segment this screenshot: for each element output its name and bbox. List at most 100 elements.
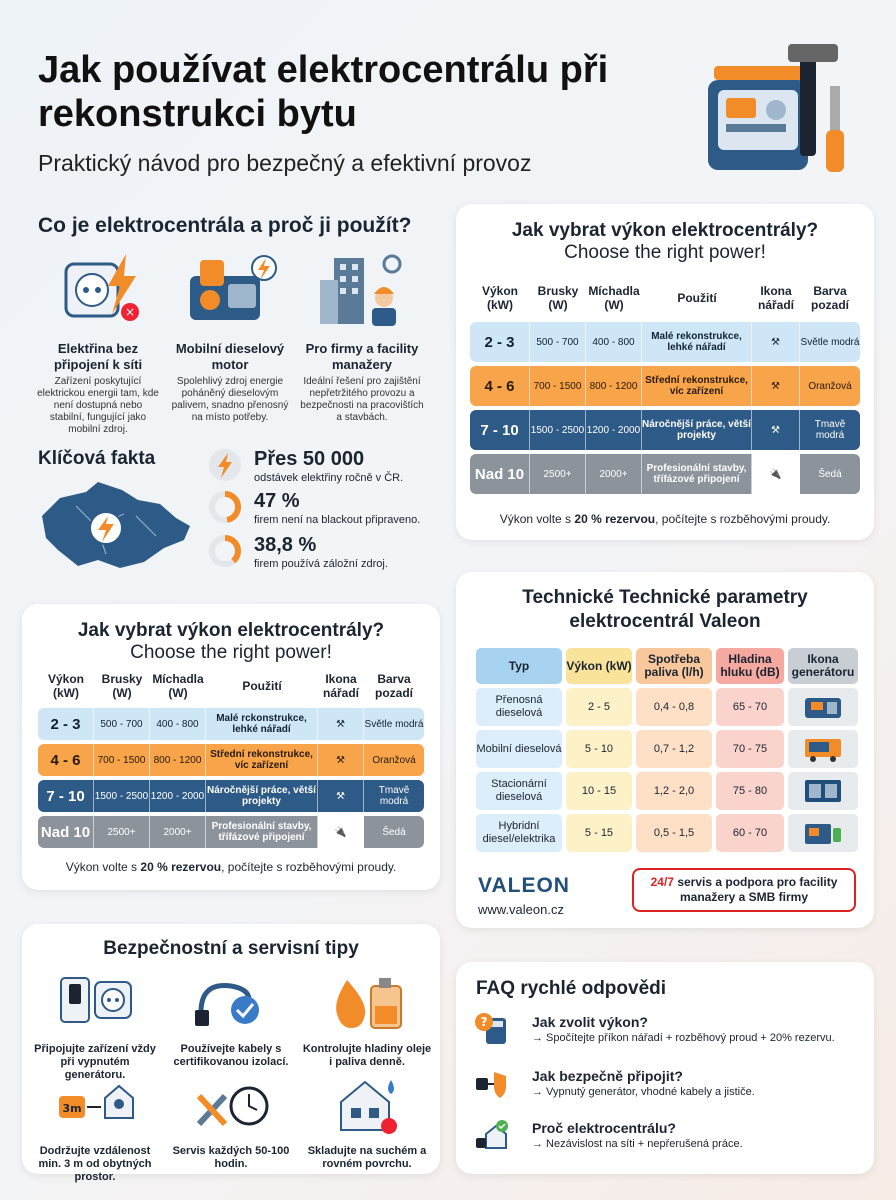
th-barva: Barva pozadí (811, 284, 849, 312)
tech-noise: 70 - 75 (716, 730, 784, 768)
brusky-value: 1500 - 2500 (94, 780, 150, 812)
facts-title: Klíčová fakta (38, 448, 156, 469)
tech-power: 2 - 5 (566, 688, 632, 726)
th-vykon: Výkon (kW) (47, 672, 84, 700)
heavy-tools-icon: ⚒ (318, 780, 364, 812)
use-value: Profesionální stavby, třífázové připojen… (642, 454, 752, 494)
feature-desc: Ideální řešení pro zajištění nepřetržité… (300, 376, 424, 423)
switch-socket-icon (60, 977, 132, 1023)
th-barva: Barva pozadí (375, 672, 413, 700)
brusky-value: 2500+ (94, 816, 150, 848)
page-title: Jak používat elektrocentrálu při rekonst… (38, 49, 609, 135)
th-michadla: Míchadla (W) (588, 284, 640, 312)
grinder-icon: ⚒ (752, 322, 800, 362)
valeon-url[interactable]: www.valeon.cz (478, 902, 564, 917)
power-row: 2 - 3 500 - 700 400 - 800 Malé rekonstru… (470, 322, 860, 362)
socket-lightning-icon: × (64, 254, 139, 321)
use-value: Malé rckonstrukce, lehké nářadí (206, 708, 318, 740)
th-pouziti: Použití (677, 291, 717, 305)
lightning-circle-icon (209, 449, 241, 481)
power-row: 4 - 6 700 - 1500 800 - 1200 Střední reko… (470, 366, 860, 406)
power-range: 2 - 3 (470, 322, 530, 362)
faq-card: FAQ rychlé odpovědi ? Jak zvolit výkon? … (456, 962, 874, 1174)
color-value: Šedá (818, 468, 842, 480)
tech-fuel: 0,7 - 1,2 (636, 730, 712, 768)
grinder-mixer-icon: ⚒ (752, 366, 800, 406)
use-value: Profesionální stavby, třífázové připojen… (206, 816, 318, 848)
fact-value: 47 % (254, 490, 300, 512)
safety-card: Bezpečnostní a servisní tipy Připojujte … (22, 924, 440, 1183)
th-michadla: Míchadla (W) (152, 672, 204, 700)
michadla-value: 400 - 800 (586, 322, 642, 362)
power-table-head: Výkon (kW) Brusky (W) Míchadla (W) Použi… (470, 278, 860, 318)
plug-shield-icon (476, 1072, 506, 1098)
feature-title: Pro firmy a facility manažery (305, 341, 419, 372)
power-range: 4 - 6 (38, 744, 94, 776)
color-value: Světle modrá (364, 718, 424, 730)
faq-item: Proč elektrocentrálu? → Nezávislost na s… (474, 1118, 864, 1158)
tip-distance: 3m Dodržujte vzdálenost min. 3 m od obyt… (30, 1074, 160, 1184)
tip-cable: Používejte kabely s certifikovanou izola… (166, 972, 296, 1069)
calculator-question-icon: ? (475, 1013, 506, 1044)
power-row: 4 - 6 700 - 1500 800 - 1200 Střední reko… (38, 744, 424, 776)
tech-type: Stacionární dieselová (476, 772, 562, 810)
tech-fuel: 1,2 - 2,0 (636, 772, 712, 810)
th-ikona: Ikona generátoru (788, 648, 858, 684)
use-value: Střední rekonstrukce, víc zařízení (206, 744, 318, 776)
color-value: Tmavě modrá (378, 785, 410, 807)
safety-title: Bezpečnostní a servisní tipy (103, 938, 359, 959)
tech-fuel: 0,5 - 1,5 (636, 814, 712, 852)
th-pouziti: Použití (242, 679, 282, 693)
tech-power: 5 - 10 (566, 730, 632, 768)
house-rain-icon (340, 1080, 397, 1134)
tech-noise: 75 - 80 (716, 772, 784, 810)
tip-text: Připojujte zařízení vždy při vypnutém ge… (34, 1043, 156, 1081)
tip-text: Dodržujte vzdálenost min. 3 m od obytnýc… (38, 1145, 152, 1183)
michadla-value: 800 - 1200 (150, 744, 206, 776)
th-ikona: Ikona nářadí (757, 284, 794, 312)
power-card-1: Jak vybrat výkon elektrocentrály? Choose… (456, 204, 874, 540)
power-row: Nad 10 2500+ 2000+ Profesionální stavby,… (470, 454, 860, 494)
tech-noise: 60 - 70 (716, 814, 784, 852)
th-vykon: Výkon (kW) (566, 648, 632, 684)
tip-text: Servis každých 50-100 hodin. (172, 1145, 290, 1170)
tech-title: Technické Technické parametry elektrocen… (522, 587, 808, 632)
power-row: 2 - 3 500 - 700 400 - 800 Malé rckonstru… (38, 708, 424, 740)
power-range: Nad 10 (470, 454, 530, 494)
feature-desc: Spolehlivý zdroj energie poháněný diesel… (171, 376, 289, 423)
fact-desc: firem používá záložní zdroj. (254, 558, 388, 570)
fact-value: Přes 50 000 (254, 448, 365, 470)
power-range: 7 - 10 (470, 410, 530, 450)
power-card-2: Jak vybrat výkon elektrocentrály? Choose… (22, 604, 440, 890)
power-row: Nad 10 2500+ 2000+ Profesionální stavby,… (38, 816, 424, 848)
color-value: Oranžová (372, 754, 416, 766)
brusky-value: 1500 - 2500 (530, 410, 586, 450)
power-subtitle: Choose the right power! (130, 642, 332, 663)
brusky-value: 500 - 700 (530, 322, 586, 362)
feature-grid-electricity: × Elektřina bez připojení k síti Zařízen… (36, 250, 160, 436)
th-brusky: Brusky (W) (537, 284, 579, 312)
faq-question: Proč elektrocentrálu? (532, 1120, 676, 1136)
power-table-head: Výkon (kW) Brusky (W) Míchadla (W) Použi… (38, 668, 424, 704)
michadla-value: 800 - 1200 (586, 366, 642, 406)
feature-diesel: Mobilní dieselový motor Spolehlivý zdroj… (168, 250, 292, 424)
page-subtitle: Praktický návod pro bezpečný a efektivní… (38, 150, 532, 176)
michadla-value: 1200 - 2000 (150, 780, 206, 812)
faq-title: FAQ rychlé odpovědi (476, 978, 667, 999)
power-table: Výkon (kW) Brusky (W) Míchadla (W) Použi… (470, 278, 860, 494)
plug-socket-icon: 🔌 (318, 816, 364, 848)
power-note: Výkon volte s 20 % rezervou, počítejte s… (65, 860, 397, 874)
th-typ: Typ (476, 648, 562, 684)
tip-storage: Skladujte na suchém a rovném povrchu. (302, 1074, 432, 1171)
faq-question: Jak bezpečně připojit? (532, 1068, 683, 1084)
fact-blackout: 47 % firem není na blackout připraveno. (208, 490, 428, 530)
hybrid-generator-icon (788, 814, 858, 852)
donut-38-icon (209, 535, 241, 567)
stationary-generator-icon (788, 772, 858, 810)
power-range: Nad 10 (38, 816, 94, 848)
heavy-tools-icon: ⚒ (752, 410, 800, 450)
svg-text:?: ? (481, 1015, 488, 1029)
th-vykon: Výkon (kW) (481, 284, 518, 312)
donut-47-icon (209, 491, 241, 523)
use-value: Náročnější práce, větší projekty (642, 410, 752, 450)
